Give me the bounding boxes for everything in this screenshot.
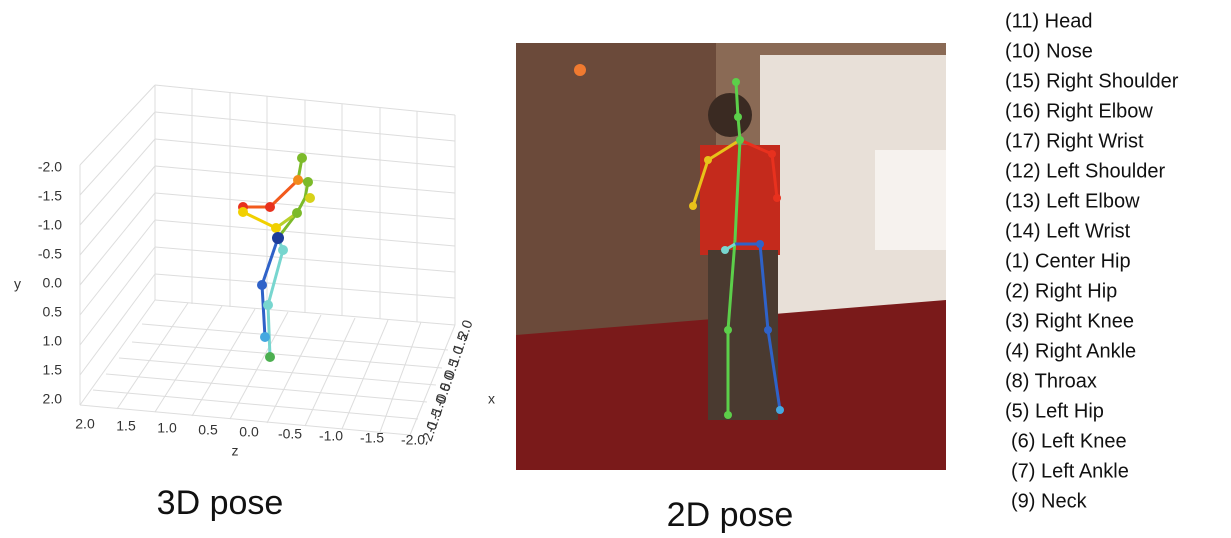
y-tick-label: 1.5: [43, 362, 63, 378]
joint-legend-item: (7) Left Ankle: [1011, 460, 1129, 482]
z-tick-label: 1.0: [157, 420, 177, 436]
axes-3d-grid: [80, 85, 455, 435]
y-tick-label: 0.5: [43, 304, 63, 320]
joint-legend-item: (10) Nose: [1005, 40, 1093, 62]
caption-3d: 3D pose: [157, 484, 284, 522]
y-tick-label: -2.0: [38, 159, 62, 175]
y-tick-label: 2.0: [43, 391, 63, 407]
z-tick-label: 0.5: [198, 422, 218, 438]
x-axis-label: x: [488, 391, 495, 407]
joint-legend-item: (17) Right Wrist: [1005, 130, 1144, 152]
z-tick-label: 2.0: [75, 416, 95, 432]
z-tick-label: -1.5: [360, 430, 384, 446]
joint-legend-item: (13) Left Elbow: [1005, 190, 1140, 212]
joint-legend-item: (5) Left Hip: [1005, 400, 1104, 422]
joint-legend-item: (9) Neck: [1011, 490, 1088, 512]
photo-2d: [516, 43, 946, 470]
joint-legend-item: (11) Head: [1005, 10, 1092, 32]
y-tick-label: -0.5: [38, 246, 62, 262]
y-tick-label: -1.5: [38, 188, 62, 204]
y-tick-label: 1.0: [43, 333, 63, 349]
joint-legend-item: (12) Left Shoulder: [1005, 160, 1165, 182]
y-axis-label: y: [14, 276, 21, 292]
joint-legend-item: (6) Left Knee: [1011, 430, 1127, 452]
joint-legend-item: (14) Left Wrist: [1005, 220, 1131, 242]
y-tick-label: -1.0: [38, 217, 62, 233]
joint-legend-item: (1) Center Hip: [1005, 250, 1131, 272]
joint-legend-item: (8) Throax: [1005, 370, 1097, 392]
z-tick-label: 1.5: [116, 418, 136, 434]
z-axis-label: z: [232, 443, 239, 459]
joint-legend-item: (4) Right Ankle: [1005, 340, 1136, 362]
y-tick-label: 0.0: [43, 275, 63, 291]
joint-legend-item: (3) Right Knee: [1005, 310, 1134, 332]
z-tick-label: -1.0: [319, 428, 343, 444]
caption-2d: 2D pose: [667, 496, 794, 534]
z-tick-label: -0.5: [278, 426, 302, 442]
joint-legend-item: (2) Right Hip: [1005, 280, 1117, 302]
figure: y z x 3D pose 2D pose -2.0 -1.5 -1.0 -0.5 0.…: [0, 0, 1231, 538]
joint-legend-item: (15) Right Shoulder: [1005, 70, 1179, 92]
z-tick-label: 0.0: [239, 424, 259, 440]
joint-legend-item: (16) Right Elbow: [1005, 100, 1153, 122]
